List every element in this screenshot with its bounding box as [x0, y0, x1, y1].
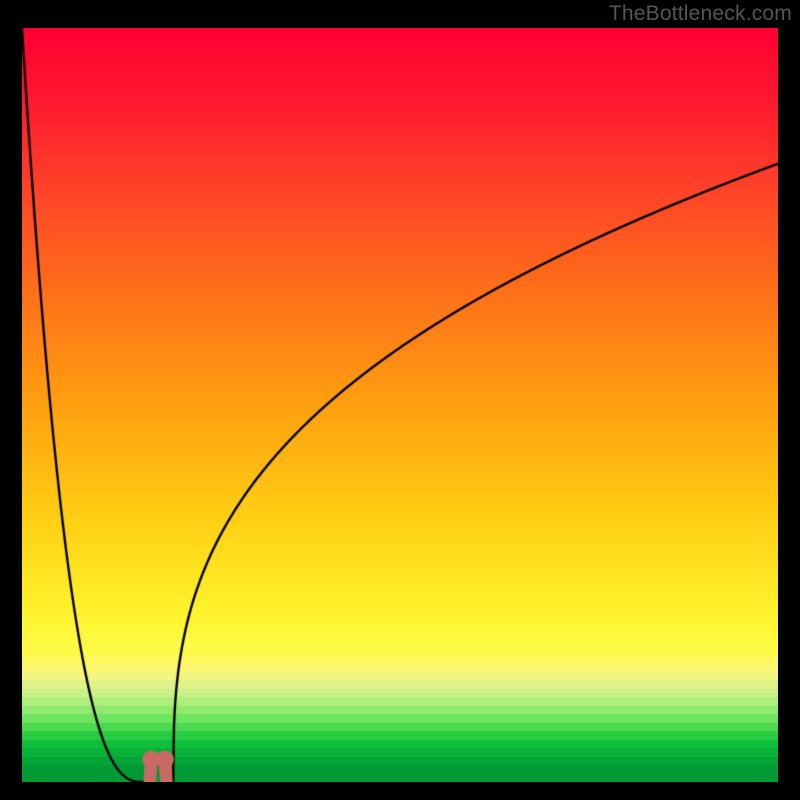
bottleneck-curve [22, 28, 778, 782]
plot-area [22, 28, 778, 782]
watermark-text: TheBottleneck.com [609, 2, 792, 26]
figure-root: TheBottleneck.com [0, 0, 800, 800]
